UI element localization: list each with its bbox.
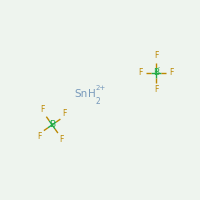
Text: F: F bbox=[63, 109, 67, 118]
Text: F: F bbox=[169, 68, 173, 77]
Text: H: H bbox=[88, 89, 96, 99]
Text: 2: 2 bbox=[96, 97, 100, 106]
Text: F: F bbox=[40, 105, 45, 114]
Text: F: F bbox=[154, 51, 158, 60]
Text: F: F bbox=[60, 135, 64, 144]
Text: B: B bbox=[49, 120, 55, 129]
Text: Sn: Sn bbox=[75, 89, 88, 99]
Text: -: - bbox=[158, 65, 160, 70]
Text: F: F bbox=[139, 68, 143, 77]
Text: F: F bbox=[37, 132, 42, 141]
Text: F: F bbox=[154, 85, 158, 94]
Text: 2+: 2+ bbox=[96, 85, 106, 91]
Text: B: B bbox=[153, 68, 159, 77]
